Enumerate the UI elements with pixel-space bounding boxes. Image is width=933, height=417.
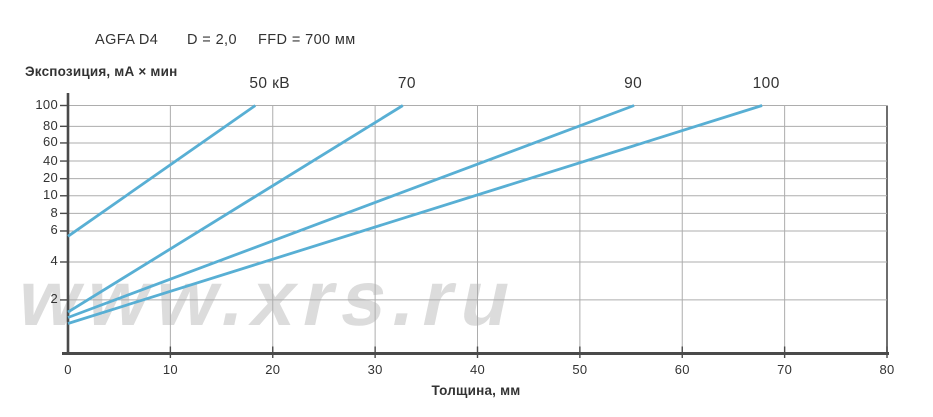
x-tick-label: 50	[572, 362, 588, 377]
x-tick-label: 40	[469, 362, 486, 377]
y-tick-label: 4	[50, 253, 58, 269]
y-tick-label: 10	[42, 187, 58, 203]
y-tick-label: 2	[50, 291, 58, 307]
watermark-text: www.xrs.ru	[10, 255, 527, 342]
header-density: D = 2,0	[187, 32, 237, 48]
x-axis-title: Толщина, мм	[431, 383, 521, 398]
x-tick-label: 10	[162, 362, 178, 377]
y-tick-label: 100	[35, 97, 58, 112]
y-tick-label: 6	[50, 222, 58, 238]
series-line-90	[67, 104, 635, 319]
y-tick-label: 80	[42, 117, 58, 133]
series-label-50-кВ: 50 кВ	[249, 75, 290, 92]
x-tick-label: 0	[64, 362, 72, 377]
y-tick-label: 60	[42, 134, 58, 150]
series-label-90: 90	[624, 75, 643, 92]
x-tick-label: 60	[674, 362, 690, 377]
y-tick-label: 20	[42, 170, 58, 186]
y-tick-label: 40	[42, 152, 58, 168]
series-label-70: 70	[397, 75, 416, 92]
y-axis-title: Экспозиция, мА × мин	[25, 64, 178, 79]
series-line-100	[67, 104, 763, 325]
header-ffd: FFD = 700 мм	[258, 32, 356, 48]
y-tick-label: 8	[50, 204, 58, 220]
series-line-50-кВ	[67, 104, 257, 238]
x-tick-label: 80	[879, 362, 895, 377]
series-line-70	[67, 104, 404, 314]
header-film-type: AGFA D4	[95, 32, 159, 48]
x-tick-label: 70	[777, 362, 793, 377]
series-label-100: 100	[752, 75, 780, 92]
x-tick-label: 20	[265, 362, 281, 377]
x-tick-label: 30	[367, 362, 383, 377]
